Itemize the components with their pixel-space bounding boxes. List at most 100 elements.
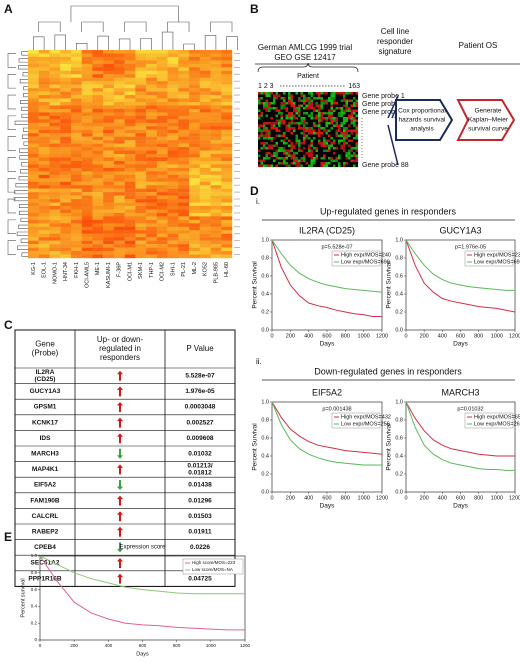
legend-box xyxy=(331,412,381,429)
heatmap-cell xyxy=(124,209,136,214)
heatmap-cell xyxy=(124,140,136,144)
arrow-up xyxy=(117,573,123,584)
heatmap-cell xyxy=(92,67,104,71)
heatmap-cell xyxy=(38,140,50,144)
expression-cell xyxy=(258,162,261,165)
heatmap-cell xyxy=(210,192,222,196)
expression-cell xyxy=(275,159,279,163)
expression-cell xyxy=(353,137,356,140)
heatmap-cell xyxy=(135,53,147,58)
expression-cell xyxy=(343,132,346,135)
expression-cell xyxy=(310,134,314,138)
p-value: 0.01438 xyxy=(188,482,212,489)
heatmap-cell xyxy=(156,150,168,155)
expression-cell xyxy=(355,137,359,140)
expression-cell xyxy=(310,142,314,145)
expression-cell xyxy=(323,134,326,138)
brace xyxy=(257,62,359,73)
expression-cell xyxy=(328,92,331,95)
heatmap-cell xyxy=(135,136,147,141)
expression-cell xyxy=(278,149,281,153)
expression-cell xyxy=(353,124,356,128)
x-tick-label: 0 xyxy=(270,333,273,339)
heatmap-cell xyxy=(189,206,200,210)
expression-cell xyxy=(348,144,351,148)
expression-cell xyxy=(323,142,326,145)
heatmap-cell xyxy=(81,98,93,103)
heatmap-cell xyxy=(28,129,39,134)
expression-cell xyxy=(330,129,334,133)
heatmap-cell xyxy=(113,195,125,200)
expression-cell xyxy=(305,132,309,135)
heatmap-cell xyxy=(81,105,93,110)
heatmap-cell xyxy=(49,216,61,221)
expression-cell xyxy=(353,152,356,155)
expression-cell xyxy=(258,92,261,95)
heatmap-cell xyxy=(70,212,82,217)
expression-cell xyxy=(310,137,314,140)
expression-cell xyxy=(323,137,326,140)
heatmap-cell xyxy=(60,195,72,200)
panel-label: A xyxy=(4,2,13,16)
expression-cell xyxy=(278,99,281,103)
heatmap-cell xyxy=(221,98,233,103)
survival-curve xyxy=(271,401,382,466)
expression-cell xyxy=(325,134,329,138)
expression-cell xyxy=(263,112,266,115)
expression-cell xyxy=(310,112,314,115)
expression-cell xyxy=(295,142,299,145)
heatmap-cell xyxy=(146,157,158,162)
heatmap-cell xyxy=(189,254,200,259)
expression-cell xyxy=(283,142,286,145)
expression-cell xyxy=(318,134,321,138)
heatmap-cell xyxy=(146,223,158,227)
expression-cell xyxy=(340,112,344,115)
expression-cell xyxy=(260,119,264,123)
expression-cell xyxy=(300,107,304,110)
p-value: 0.009608 xyxy=(186,435,213,442)
expression-cell xyxy=(258,132,261,135)
expression-cell xyxy=(320,119,324,123)
expression-cell xyxy=(293,104,296,108)
expression-cell xyxy=(303,92,306,95)
expression-cell xyxy=(335,104,339,108)
heatmap-cell xyxy=(178,157,190,162)
expression-cell xyxy=(310,139,314,143)
heatmap-cell xyxy=(81,129,93,134)
heatmap-cell xyxy=(28,174,39,179)
heatmap-cell xyxy=(210,67,222,71)
heatmap-cell xyxy=(38,136,50,141)
heatmap-cell xyxy=(49,160,61,165)
heatmap-cell xyxy=(146,174,158,179)
heatmap-cell xyxy=(210,140,222,144)
expression-cell xyxy=(275,112,279,115)
heatmap-cell xyxy=(167,126,179,130)
expression-cell xyxy=(323,114,326,118)
heatmap-cell xyxy=(38,53,50,58)
expression-cell xyxy=(348,139,351,143)
heatmap-cell xyxy=(49,230,61,234)
heatmap-cell xyxy=(199,167,211,172)
heatmap-cell xyxy=(156,67,168,71)
expression-cell xyxy=(340,129,344,133)
heatmap-cell xyxy=(135,56,147,61)
expression-cell xyxy=(325,144,329,148)
expression-cell xyxy=(273,114,276,118)
expression-cell xyxy=(328,134,331,138)
expression-cell xyxy=(260,134,264,138)
expression-cell xyxy=(353,134,356,138)
expression-cell xyxy=(295,94,299,98)
heatmap-cell xyxy=(70,56,82,61)
heatmap-cell xyxy=(49,181,61,186)
expression-cell xyxy=(260,139,264,143)
section-title: Down-regulated genes in responders xyxy=(314,366,462,376)
expression-cell xyxy=(303,124,306,128)
expression-cell xyxy=(293,142,296,145)
x-tick-label: 600 xyxy=(322,495,331,501)
heatmap-cell xyxy=(38,219,50,224)
expression-cell xyxy=(263,117,266,120)
heatmap-cell xyxy=(28,160,39,165)
expression-cell xyxy=(348,154,351,158)
heatmap-cell xyxy=(167,112,179,117)
expression-cell xyxy=(303,99,306,103)
